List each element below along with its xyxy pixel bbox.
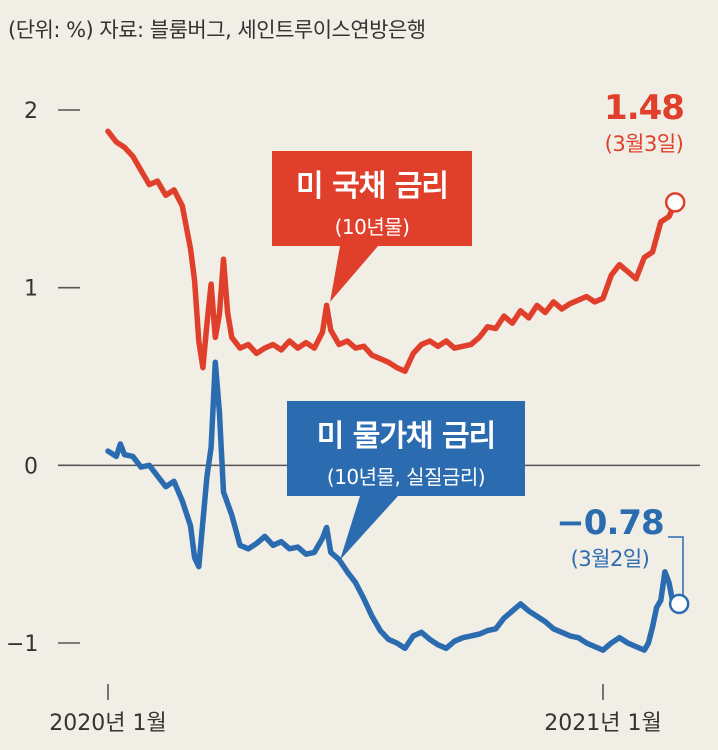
series-line-real bbox=[105, 359, 676, 653]
x-tick-label: 2020년 1월 bbox=[49, 711, 166, 736]
series-line-nominal bbox=[105, 128, 678, 374]
real-end-marker bbox=[668, 593, 690, 615]
nominal-callout-pointer bbox=[330, 246, 378, 302]
x-tick-label: 2021년 1월 bbox=[544, 711, 661, 736]
nominal-end-label: 1.48 (3월3일) bbox=[596, 88, 692, 158]
real-yield-callout-title: 미 물가채 금리 bbox=[316, 419, 497, 454]
y-tick-label: 1 bbox=[24, 277, 38, 302]
y-tick-label: −1 bbox=[6, 632, 38, 657]
nominal-yield-callout: 미 국채 금리 (10년물) bbox=[272, 151, 472, 246]
real-yield-callout: 미 물가채 금리 (10년물, 실질금리) bbox=[287, 401, 525, 496]
real-end-value: −0.78 bbox=[556, 503, 664, 543]
nominal-yield-callout-title: 미 국채 금리 bbox=[296, 169, 449, 204]
real-end-connector bbox=[668, 536, 684, 598]
real-end-date: (3월2일) bbox=[570, 547, 650, 571]
nominal-yield-callout-subtitle: (10년물) bbox=[334, 215, 410, 239]
real-yield-callout-subtitle: (10년물, 실질금리) bbox=[326, 465, 486, 489]
y-tick-label: 0 bbox=[24, 454, 38, 479]
real-end-label: −0.78 (3월2일) bbox=[546, 503, 674, 573]
nominal-end-value: 1.48 bbox=[604, 88, 685, 128]
nominal-end-marker bbox=[664, 192, 686, 213]
y-tick-label: 2 bbox=[24, 99, 38, 124]
source-note: (단위: %) 자료: 블룸버그, 세인트루이스연방은행 bbox=[8, 18, 426, 42]
nominal-end-date: (3월3일) bbox=[604, 132, 684, 156]
real-callout-pointer bbox=[340, 496, 398, 560]
